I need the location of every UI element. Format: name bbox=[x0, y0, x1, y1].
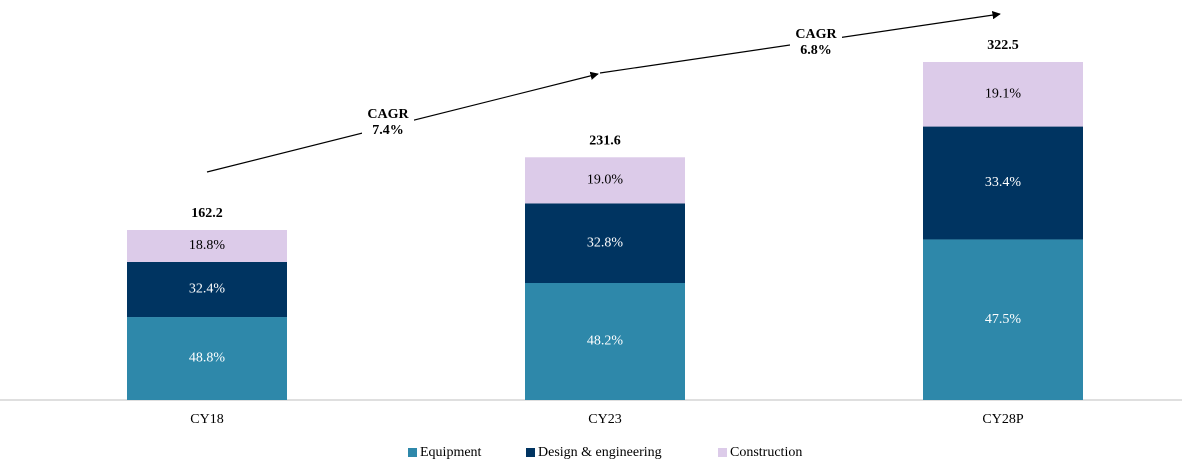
bar-segment bbox=[127, 317, 287, 400]
label-bg bbox=[362, 106, 414, 140]
total-label: 231.6 bbox=[589, 133, 621, 148]
legend-label: Equipment bbox=[420, 445, 482, 460]
data-label: 19.0% bbox=[587, 173, 624, 188]
x-tick-label: CY18 bbox=[190, 412, 223, 427]
data-label: 48.2% bbox=[587, 334, 624, 349]
bar-segment bbox=[525, 283, 685, 400]
legend-swatch bbox=[526, 448, 535, 457]
bar-segment bbox=[923, 126, 1083, 240]
data-label: 33.4% bbox=[985, 175, 1022, 190]
bar-segment bbox=[525, 203, 685, 284]
label-bg bbox=[790, 26, 842, 60]
bar-segment bbox=[923, 62, 1083, 127]
bar-segment bbox=[923, 239, 1083, 400]
cagr-value: 6.8% bbox=[800, 43, 832, 58]
data-label: 32.4% bbox=[189, 282, 226, 297]
data-label: 19.1% bbox=[985, 86, 1022, 101]
bar-segment bbox=[127, 230, 287, 262]
legend-label: Construction bbox=[730, 445, 802, 460]
data-label: 32.8% bbox=[587, 235, 624, 250]
data-label: 18.8% bbox=[189, 238, 226, 253]
x-tick-label: CY28P bbox=[982, 412, 1023, 427]
cagr-title: CAGR bbox=[795, 27, 837, 42]
total-label: 322.5 bbox=[987, 38, 1019, 53]
data-label: 47.5% bbox=[985, 312, 1022, 327]
legend-label: Design & engineering bbox=[538, 445, 662, 460]
cagr-title: CAGR bbox=[367, 107, 409, 122]
x-tick-label: CY23 bbox=[588, 412, 621, 427]
legend-swatch bbox=[408, 448, 417, 457]
data-label: 48.8% bbox=[189, 351, 226, 366]
total-label: 162.2 bbox=[191, 206, 223, 221]
cagr-value: 7.4% bbox=[372, 123, 404, 138]
bar-segment bbox=[127, 261, 287, 318]
bar-segment bbox=[525, 157, 685, 204]
legend-swatch bbox=[718, 448, 727, 457]
